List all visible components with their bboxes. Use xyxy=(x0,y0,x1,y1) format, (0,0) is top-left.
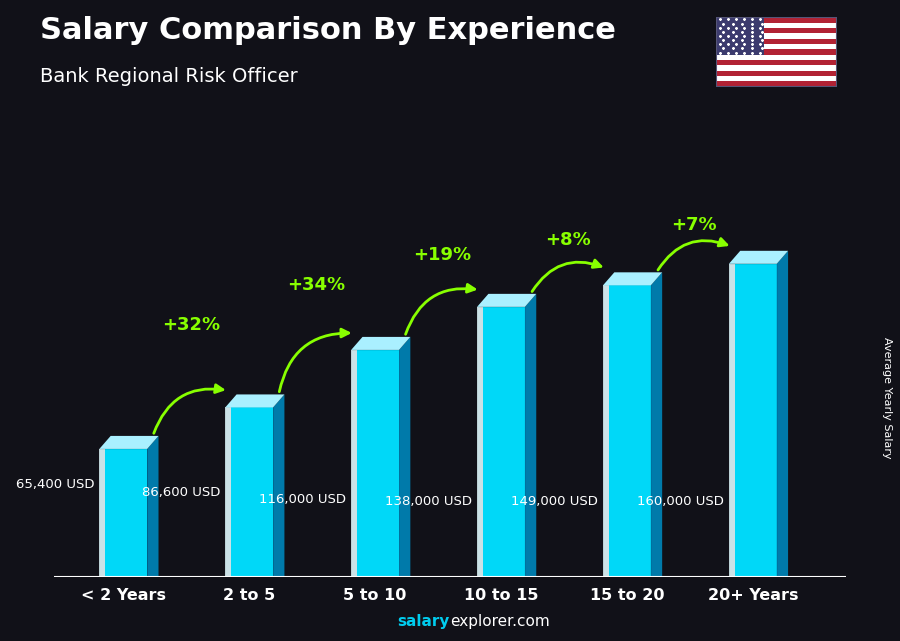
Polygon shape xyxy=(99,449,105,577)
Text: +19%: +19% xyxy=(413,246,472,264)
Polygon shape xyxy=(603,285,608,577)
Text: +8%: +8% xyxy=(545,231,591,249)
Polygon shape xyxy=(525,294,536,577)
Text: Bank Regional Risk Officer: Bank Regional Risk Officer xyxy=(40,67,298,87)
Bar xyxy=(716,17,764,54)
Bar xyxy=(716,71,837,76)
Text: 149,000 USD: 149,000 USD xyxy=(511,495,598,508)
Text: Salary Comparison By Experience: Salary Comparison By Experience xyxy=(40,16,616,45)
Polygon shape xyxy=(351,337,410,350)
Bar xyxy=(716,38,837,44)
Text: +34%: +34% xyxy=(288,276,346,294)
Text: 138,000 USD: 138,000 USD xyxy=(385,495,472,508)
Text: 65,400 USD: 65,400 USD xyxy=(16,478,94,491)
Polygon shape xyxy=(225,394,284,408)
Polygon shape xyxy=(351,350,357,577)
Text: explorer.com: explorer.com xyxy=(450,615,550,629)
Bar xyxy=(716,65,837,71)
Bar xyxy=(716,76,837,81)
Text: 160,000 USD: 160,000 USD xyxy=(637,495,724,508)
Polygon shape xyxy=(105,449,148,577)
Polygon shape xyxy=(477,294,536,307)
Text: +32%: +32% xyxy=(162,316,220,334)
Text: 116,000 USD: 116,000 USD xyxy=(259,493,346,506)
Polygon shape xyxy=(357,350,399,577)
Text: salary: salary xyxy=(398,615,450,629)
Polygon shape xyxy=(734,264,777,577)
Bar xyxy=(716,49,837,54)
Polygon shape xyxy=(273,394,284,577)
Polygon shape xyxy=(608,285,651,577)
Bar xyxy=(716,44,837,49)
Bar xyxy=(716,22,837,28)
Polygon shape xyxy=(603,272,662,285)
Bar xyxy=(716,81,837,87)
Polygon shape xyxy=(651,272,662,577)
Bar xyxy=(716,17,837,22)
Polygon shape xyxy=(225,408,231,577)
Polygon shape xyxy=(148,436,158,577)
Polygon shape xyxy=(477,307,482,577)
Bar xyxy=(716,60,837,65)
Bar xyxy=(716,33,837,38)
Polygon shape xyxy=(729,251,788,264)
Polygon shape xyxy=(231,408,273,577)
Polygon shape xyxy=(482,307,525,577)
Polygon shape xyxy=(99,436,158,449)
Text: 86,600 USD: 86,600 USD xyxy=(142,486,220,499)
Text: +7%: +7% xyxy=(671,215,717,234)
Polygon shape xyxy=(777,251,788,577)
Polygon shape xyxy=(399,337,410,577)
Bar xyxy=(716,54,837,60)
Polygon shape xyxy=(729,264,734,577)
Bar xyxy=(716,28,837,33)
Text: Average Yearly Salary: Average Yearly Salary xyxy=(881,337,892,458)
